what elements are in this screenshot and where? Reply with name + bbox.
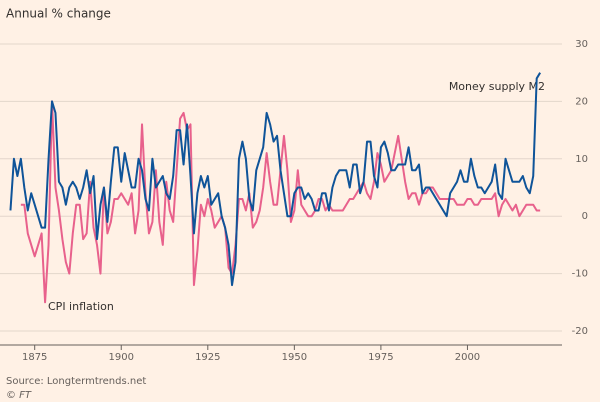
- x-tick-label: 1900: [109, 352, 134, 363]
- source: Source: Longtermtrends.net: [6, 376, 146, 387]
- x-tick-label: 1975: [368, 352, 393, 363]
- y-tick-label: -10: [572, 269, 588, 280]
- credit: © FT: [6, 390, 32, 401]
- x-tick-label: 1875: [22, 352, 47, 363]
- y-tick-label: -20: [572, 326, 588, 337]
- y-tick-label: 20: [575, 96, 588, 107]
- y-tick-label: 0: [582, 211, 588, 222]
- x-tick-label: 2000: [455, 352, 480, 363]
- x-tick-label: 1950: [282, 352, 307, 363]
- chart-title: Annual % change: [6, 7, 111, 21]
- line: [20, 100, 541, 304]
- line: [9, 72, 542, 287]
- annotation: CPI inflation: [48, 300, 114, 313]
- annotation: Money supply M2: [449, 80, 545, 93]
- y-tick-label: 10: [575, 154, 588, 165]
- y-tick-label: 30: [575, 39, 588, 50]
- x-tick-label: 1925: [195, 352, 220, 363]
